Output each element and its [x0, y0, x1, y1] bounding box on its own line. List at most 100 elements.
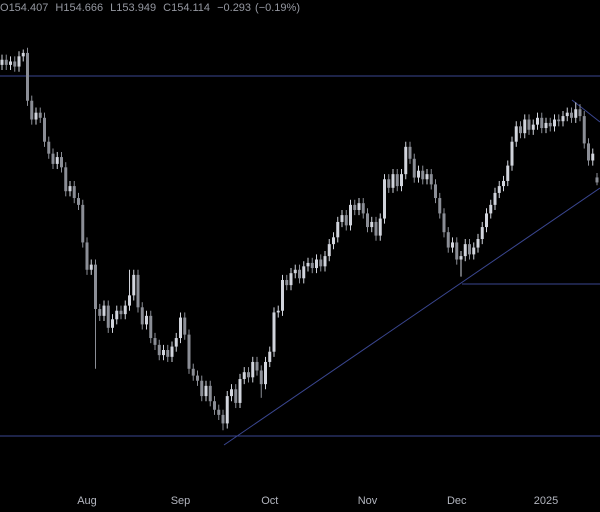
change-percent: (−0.19%): [255, 2, 300, 14]
candle-body: [208, 385, 212, 402]
candle-body: [251, 361, 255, 378]
candles: [0, 47, 599, 431]
candle-body: [548, 122, 552, 127]
candle-body: [136, 274, 140, 308]
candle-body: [255, 361, 259, 371]
candle-body: [485, 213, 488, 228]
candle-body: [302, 266, 306, 279]
candle-body: [128, 295, 131, 306]
candle-body: [506, 165, 510, 181]
candle-body: [94, 264, 97, 310]
trend-line: [223, 187, 600, 446]
candle-body: [162, 350, 165, 356]
candle-body: [510, 141, 514, 166]
candle-body: [166, 350, 170, 357]
candle-body: [272, 312, 276, 352]
candle-body: [468, 244, 471, 255]
candle-body: [238, 379, 242, 403]
candle-body: [98, 309, 102, 316]
candle-body: [293, 269, 297, 274]
candle-body: [595, 177, 599, 183]
candle-body: [213, 401, 216, 410]
candle-body: [523, 119, 527, 134]
candle-body: [442, 213, 446, 233]
candle-body: [200, 380, 204, 397]
candle-body: [30, 100, 34, 120]
candle-body: [77, 198, 80, 205]
candle-body: [400, 174, 403, 187]
candle-body: [102, 305, 106, 316]
x-tick-label: Sep: [171, 495, 191, 507]
candle-body: [242, 372, 246, 380]
candle-body: [421, 170, 425, 180]
candle-body: [582, 116, 586, 144]
candle-body: [404, 146, 408, 175]
candle-body: [17, 56, 21, 67]
candle-body: [115, 310, 119, 320]
candle-body: [323, 256, 327, 267]
candle-body: [43, 117, 46, 142]
close-value: 154.114: [171, 2, 211, 14]
candle-body: [387, 179, 391, 188]
candle-body: [234, 389, 238, 403]
candle-body: [349, 204, 352, 226]
candle-body: [132, 274, 136, 296]
candle-body: [119, 310, 123, 315]
candle-body: [429, 174, 433, 185]
candle-body: [153, 338, 157, 345]
candle-body: [68, 186, 72, 192]
candle-body: [157, 344, 161, 356]
candle-body: [26, 52, 29, 101]
candle-body: [179, 317, 182, 339]
trend-line: [571, 99, 600, 123]
candle-body: [85, 242, 89, 270]
candle-body: [111, 319, 114, 328]
candle-body: [187, 334, 191, 369]
candle-body: [472, 247, 476, 255]
candle-body: [13, 61, 17, 67]
candle-body: [247, 372, 250, 378]
candle-body: [34, 112, 38, 120]
prefix: L: [110, 2, 117, 14]
candle-body: [514, 126, 518, 142]
candle-body: [353, 204, 357, 210]
candle-body: [574, 109, 578, 118]
candle-body: [47, 141, 51, 154]
candle-body: [408, 146, 412, 159]
candle-body: [591, 153, 595, 161]
candle-body: [459, 256, 463, 260]
candle-body: [455, 242, 459, 260]
candle-body: [570, 112, 573, 118]
candle-body: [0, 59, 4, 65]
candle-body: [540, 117, 544, 129]
candle-body: [327, 244, 331, 257]
candle-body: [310, 262, 314, 269]
candle-body: [89, 264, 93, 270]
candle-body: [319, 259, 323, 267]
candle-body: [480, 227, 484, 240]
candle-body: [204, 385, 208, 397]
candle-body: [438, 198, 442, 214]
candle-body: [502, 180, 505, 187]
prefix: C: [163, 2, 172, 14]
x-axis: Aug Sep Oct Nov Dec 2025: [77, 495, 558, 507]
prefix: H: [55, 2, 64, 14]
candle-body: [332, 237, 335, 245]
candle-body: [55, 157, 59, 164]
candle-body: [21, 52, 25, 57]
candle-body: [366, 213, 369, 228]
candle-body: [544, 122, 548, 129]
prefix: O: [0, 2, 9, 14]
candle-body: [225, 396, 229, 424]
candle-body: [476, 239, 480, 248]
candle-body: [264, 361, 267, 385]
ohlc-header: O154.407 H154.666 L153.949 C154.114 −0.2…: [0, 2, 304, 14]
candle-body: [230, 389, 233, 397]
candle-body: [315, 259, 318, 269]
candle-body: [565, 112, 569, 117]
candle-body: [72, 186, 76, 199]
candle-body: [553, 119, 556, 127]
candle-body: [196, 375, 199, 381]
candle-body: [306, 262, 310, 267]
